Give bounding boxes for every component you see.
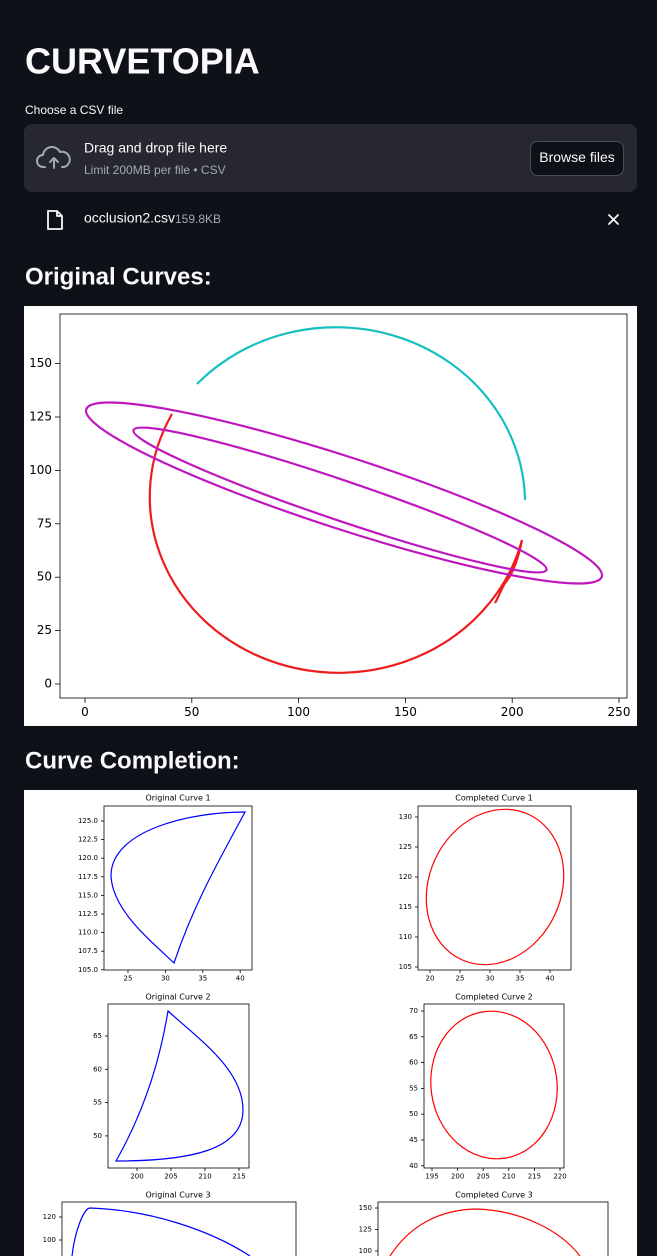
y-tick-label: 120.0 <box>78 854 98 862</box>
y-tick-label: 60 <box>409 1059 418 1067</box>
x-tick-label: 215 <box>232 1173 245 1181</box>
x-tick-label: 30 <box>486 975 495 983</box>
y-tick-label: 125.0 <box>78 817 98 825</box>
y-tick-label: 40 <box>409 1162 418 1170</box>
y-tick-label: 25 <box>37 623 52 637</box>
y-tick-label: 130 <box>399 813 412 821</box>
y-tick-label: 120 <box>399 873 412 881</box>
file-name: occlusion2.csv <box>84 210 175 226</box>
y-tick-label: 55 <box>409 1084 418 1092</box>
axes-frame <box>423 1003 565 1169</box>
cloud-icon <box>36 146 71 169</box>
section-heading: Curve Completion: <box>25 747 240 774</box>
y-tick-label: 125 <box>399 843 412 851</box>
y-tick-label: 65 <box>409 1033 418 1041</box>
browse-button[interactable] <box>530 141 624 176</box>
uploader-label: Choose a CSV file <box>25 103 123 117</box>
x-tick-label: 205 <box>164 1173 177 1181</box>
y-tick-label: 100 <box>43 1236 56 1244</box>
axes-frame <box>377 1201 609 1256</box>
x-tick-label: 25 <box>124 975 133 983</box>
section-heading: Original Curves: <box>25 263 212 290</box>
axes-frame <box>417 805 572 971</box>
y-tick-label: 110 <box>399 933 412 941</box>
x-tick-label: 195 <box>425 1173 438 1181</box>
x-tick-label: 35 <box>516 975 525 983</box>
subplot-title: Original Curve 3 <box>145 1191 210 1200</box>
x-tick-label: 210 <box>198 1173 211 1181</box>
y-tick-label: 50 <box>37 570 52 584</box>
y-tick-label: 115 <box>399 903 412 911</box>
axes-frame <box>59 313 628 699</box>
y-tick-label: 105 <box>399 963 412 971</box>
subplot-title: Original Curve 2 <box>145 993 210 1002</box>
y-tick-label: 55 <box>93 1099 102 1107</box>
plot-image <box>24 306 637 726</box>
drop-zone[interactable] <box>24 124 637 192</box>
y-tick-label: 105.0 <box>78 966 98 974</box>
x-tick-label: 25 <box>456 975 465 983</box>
y-tick-label: 115.0 <box>78 891 98 899</box>
y-tick-label: 120 <box>43 1213 56 1221</box>
x-tick-label: 215 <box>528 1173 541 1181</box>
x-tick-label: 200 <box>501 705 524 719</box>
curves <box>84 326 604 674</box>
x-tick-label: 35 <box>198 975 207 983</box>
subplot-curves <box>71 808 581 1256</box>
x-tick-label: 0 <box>81 705 89 719</box>
y-tick-label: 107.5 <box>78 947 98 955</box>
app-title: CURVETOPIA <box>25 41 260 82</box>
file-icon <box>47 210 63 230</box>
browse-button-label[interactable]: Browse files <box>539 149 614 165</box>
subplot-title: Original Curve 1 <box>145 794 210 803</box>
remove-file-button[interactable] <box>608 214 619 225</box>
y-tick-label: 110.0 <box>78 929 98 937</box>
y-tick-label: 0 <box>44 677 52 691</box>
y-tick-label: 112.5 <box>78 910 98 918</box>
y-tick-label: 150 <box>29 356 52 370</box>
axes-frame <box>61 1201 297 1256</box>
plot-image <box>24 790 637 1256</box>
x-tick-label: 150 <box>394 705 417 719</box>
y-tick-label: 60 <box>93 1065 102 1073</box>
y-tick-label: 50 <box>93 1132 102 1140</box>
limit-text: Limit 200MB per file • CSV <box>84 163 226 177</box>
x-tick-label: 100 <box>287 705 310 719</box>
y-tick-label: 125 <box>29 410 52 424</box>
axes-frame <box>107 1003 250 1169</box>
y-tick-label: 65 <box>93 1032 102 1040</box>
drop-text: Drag and drop file here <box>84 140 227 156</box>
y-tick-label: 150 <box>359 1204 372 1212</box>
subplot-title: Completed Curve 2 <box>455 993 532 1002</box>
y-tick-label: 100 <box>359 1247 372 1255</box>
x-tick-label: 50 <box>184 705 199 719</box>
x-tick-label: 250 <box>608 705 631 719</box>
x-tick-label: 40 <box>546 975 555 983</box>
x-tick-label: 200 <box>451 1173 464 1181</box>
x-tick-label: 30 <box>161 975 170 983</box>
subplot-title: Completed Curve 3 <box>455 1191 532 1200</box>
y-tick-label: 122.5 <box>78 836 98 844</box>
y-tick-label: 50 <box>409 1110 418 1118</box>
y-tick-label: 75 <box>37 516 52 530</box>
file-size: 159.8KB <box>175 212 221 226</box>
x-tick-label: 205 <box>477 1173 490 1181</box>
y-tick-label: 125 <box>359 1226 372 1234</box>
y-tick-label: 100 <box>29 463 52 477</box>
x-tick-label: 40 <box>236 975 245 983</box>
x-tick-label: 210 <box>502 1173 515 1181</box>
y-tick-label: 45 <box>409 1136 418 1144</box>
axes-frame <box>103 805 253 971</box>
x-tick-label: 220 <box>553 1173 566 1181</box>
subplot-title: Completed Curve 1 <box>455 794 532 803</box>
x-tick-label: 20 <box>426 975 435 983</box>
y-tick-label: 70 <box>409 1007 418 1015</box>
y-tick-label: 117.5 <box>78 873 98 881</box>
x-tick-label: 200 <box>130 1173 143 1181</box>
